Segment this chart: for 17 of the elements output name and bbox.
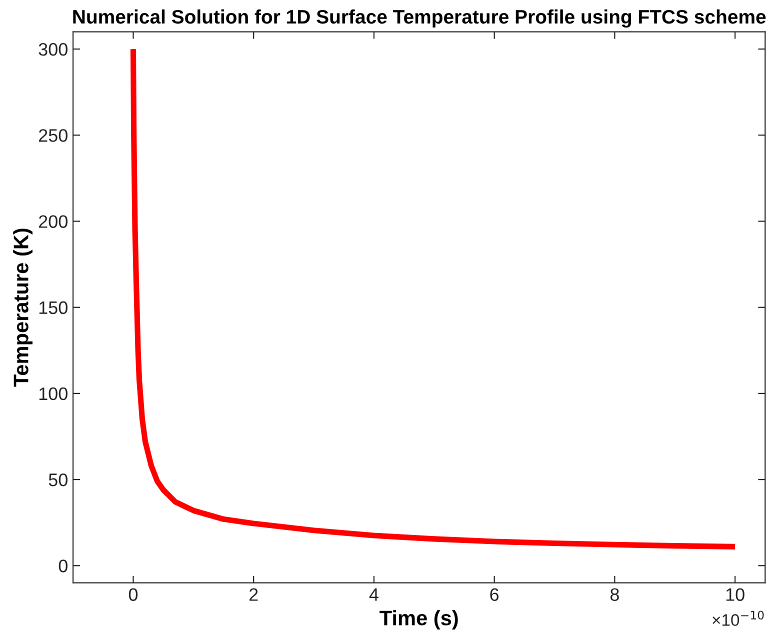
y-tick-label: 300	[38, 43, 68, 56]
chart-title: Numerical Solution for 1D Surface Temperature Profile using FTCS scheme	[73, 9, 766, 28]
y-tick-label: 50	[48, 473, 68, 486]
y-tick-label: 150	[39, 301, 68, 314]
y-tick-label: 200	[38, 215, 68, 228]
text: ×10$^{−10}$	[712, 610, 764, 626]
y-axis-title: Temperature (K)	[13, 228, 33, 387]
y-tick-label: 100	[39, 387, 68, 400]
x-tick-label: 8	[610, 588, 619, 601]
y-tick-label: 0	[58, 560, 68, 572]
y-tick-label: 250	[38, 129, 68, 142]
x-tick-label: 6	[490, 588, 499, 601]
x-tick-label: 0	[128, 588, 138, 601]
x-tick-label: 2	[249, 588, 258, 601]
x-tick-label: 4	[369, 588, 378, 601]
x-axis-title: Time (s)	[380, 610, 458, 630]
x-tick-label: 10	[726, 588, 744, 601]
